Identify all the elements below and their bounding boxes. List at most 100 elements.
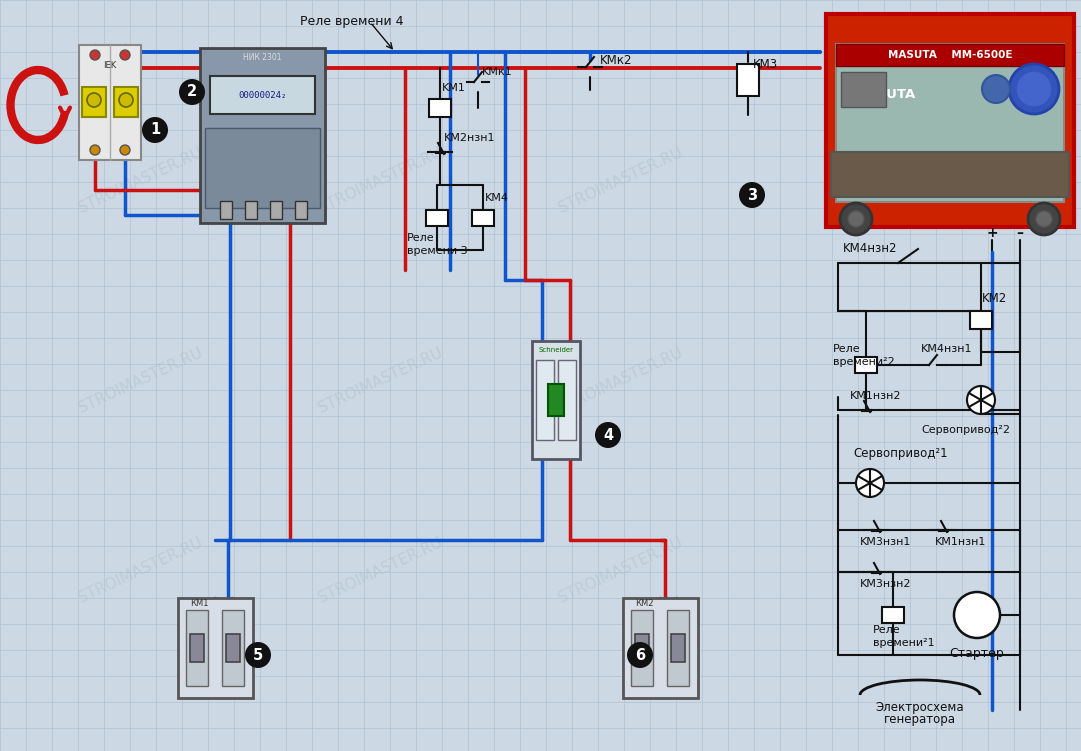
Text: Schneider: Schneider	[538, 347, 574, 353]
Bar	[190, 634, 204, 662]
Circle shape	[982, 75, 1010, 103]
Text: STROIMASTER.RU: STROIMASTER.RU	[316, 535, 444, 605]
Bar	[186, 610, 208, 686]
Bar	[826, 14, 1075, 227]
Text: KM3: KM3	[753, 59, 778, 71]
Text: НИК 2301: НИК 2301	[243, 53, 282, 62]
Bar	[548, 384, 564, 416]
Text: Электросхема: Электросхема	[876, 701, 964, 713]
Bar	[671, 634, 685, 662]
Bar	[970, 311, 992, 329]
Bar	[836, 44, 1064, 66]
Text: времени²1: времени²1	[873, 638, 935, 648]
Bar	[532, 341, 580, 459]
Bar	[226, 634, 240, 662]
Circle shape	[1036, 211, 1052, 227]
Text: MASUTA    MM-6500E: MASUTA MM-6500E	[888, 50, 1012, 60]
Bar	[177, 598, 253, 698]
Text: STROIMASTER.RU: STROIMASTER.RU	[76, 535, 204, 605]
Text: ⓂMASUTA: ⓂMASUTA	[845, 88, 916, 101]
Text: 1: 1	[150, 122, 160, 137]
Bar	[205, 128, 320, 208]
Text: KM4: KM4	[485, 193, 509, 203]
Text: KM1нзн1: KM1нзн1	[935, 537, 986, 547]
Circle shape	[120, 145, 130, 155]
Text: +: +	[986, 226, 998, 240]
Circle shape	[142, 117, 168, 143]
Bar	[82, 87, 106, 117]
Circle shape	[955, 592, 1000, 638]
Bar	[270, 201, 282, 219]
Bar	[841, 72, 886, 107]
Bar	[831, 152, 1069, 197]
Text: Реле: Реле	[833, 344, 860, 354]
Bar	[221, 201, 232, 219]
Bar	[426, 210, 448, 226]
Text: Реле: Реле	[408, 233, 435, 243]
Text: KM3нзн1: KM3нзн1	[860, 537, 911, 547]
Text: KM4нзн1: KM4нзн1	[921, 344, 973, 354]
Text: KM3нзн2: KM3нзн2	[860, 579, 911, 589]
Bar	[737, 64, 759, 96]
Text: времени 3: времени 3	[408, 246, 468, 256]
Text: STROIMASTER.RU: STROIMASTER.RU	[556, 535, 684, 605]
Circle shape	[1028, 203, 1060, 235]
Circle shape	[627, 642, 653, 668]
Text: 5: 5	[253, 647, 263, 662]
Bar	[667, 610, 689, 686]
Bar	[631, 610, 653, 686]
Text: 2: 2	[187, 85, 197, 99]
Circle shape	[739, 182, 765, 208]
Bar	[295, 201, 307, 219]
Circle shape	[119, 93, 133, 107]
Bar	[210, 76, 315, 114]
Circle shape	[90, 50, 101, 60]
Text: KM4нзн2: KM4нзн2	[843, 243, 897, 255]
Circle shape	[245, 642, 271, 668]
Text: KM2нзн1: KM2нзн1	[444, 133, 495, 143]
Text: KMк2: KMк2	[600, 53, 632, 67]
Text: 6: 6	[635, 647, 645, 662]
Text: STROIMASTER.RU: STROIMASTER.RU	[316, 345, 444, 415]
Bar	[623, 598, 697, 698]
Circle shape	[967, 386, 995, 414]
Text: KM1: KM1	[442, 83, 466, 93]
Text: IEK: IEK	[104, 61, 117, 70]
Bar	[429, 99, 451, 117]
Text: STROIMASTER.RU: STROIMASTER.RU	[76, 145, 204, 216]
Circle shape	[179, 79, 205, 105]
Circle shape	[1016, 71, 1052, 107]
Bar	[79, 45, 141, 160]
Circle shape	[856, 469, 884, 497]
Text: –: –	[1016, 226, 1024, 240]
Bar	[200, 48, 325, 223]
Circle shape	[840, 203, 872, 235]
Bar	[536, 360, 553, 440]
Bar	[635, 634, 649, 662]
Bar	[114, 87, 138, 117]
Text: Реле: Реле	[873, 625, 900, 635]
Text: КМ1: КМ1	[190, 599, 209, 608]
Bar	[882, 607, 904, 623]
Circle shape	[86, 93, 101, 107]
Text: генератора: генератора	[884, 713, 956, 726]
Text: Стартер: Стартер	[949, 647, 1004, 659]
Text: STROIMASTER.RU: STROIMASTER.RU	[76, 345, 204, 415]
Text: KM2: KM2	[982, 291, 1007, 304]
Bar	[836, 44, 1064, 202]
Circle shape	[1009, 64, 1059, 114]
Text: времени²2: времени²2	[833, 357, 895, 367]
Bar	[855, 357, 877, 373]
Text: KMк1: KMк1	[482, 67, 512, 77]
Text: 4: 4	[603, 427, 613, 442]
Circle shape	[120, 50, 130, 60]
Circle shape	[848, 211, 864, 227]
Text: КМ2: КМ2	[635, 599, 654, 608]
Text: Реле времени 4: Реле времени 4	[301, 16, 403, 29]
Circle shape	[90, 145, 101, 155]
Text: 00000024₂: 00000024₂	[238, 91, 286, 99]
Bar	[472, 210, 494, 226]
Bar	[222, 610, 244, 686]
Text: Сервопривод²1: Сервопривод²1	[853, 447, 948, 460]
Text: 3: 3	[747, 188, 757, 203]
